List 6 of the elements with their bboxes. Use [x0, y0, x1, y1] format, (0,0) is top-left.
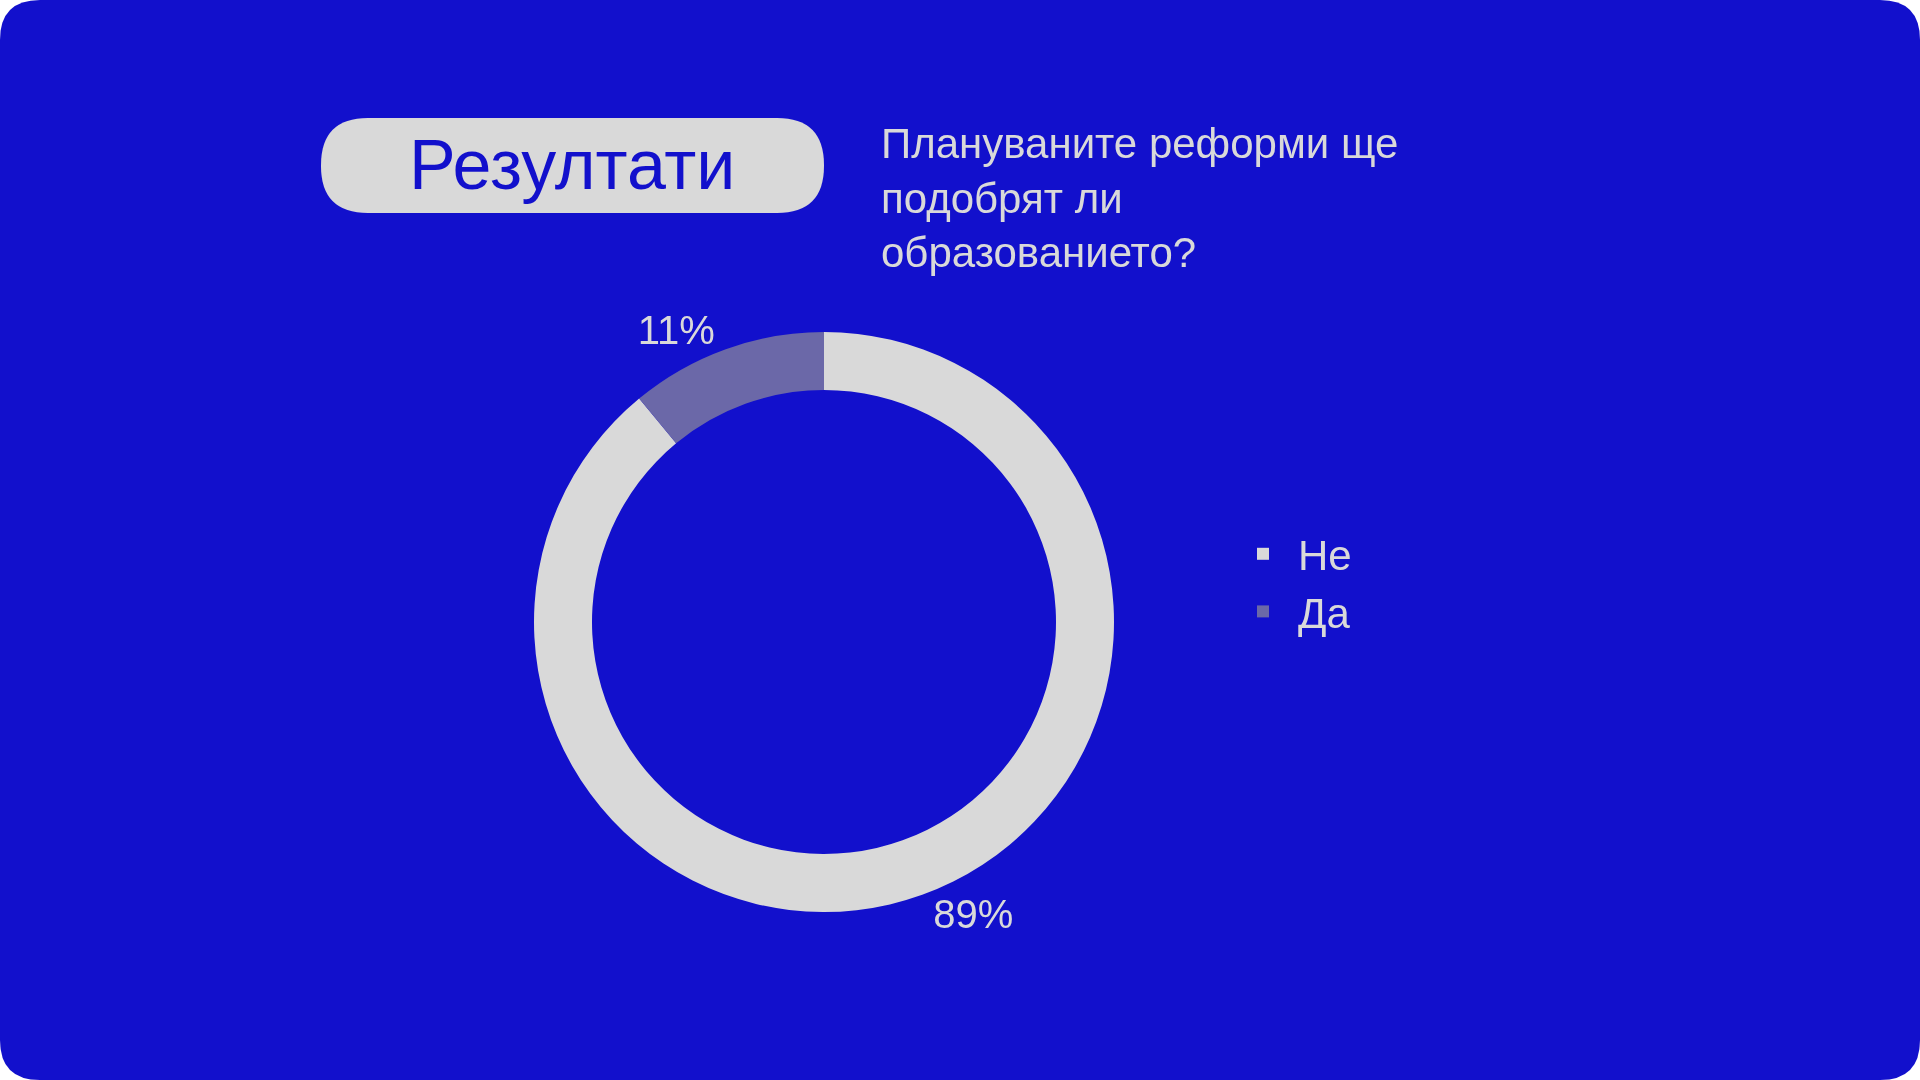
data-label: 89% [933, 892, 1014, 937]
legend-label: Не [1298, 532, 1352, 580]
chart-title: Резултати [409, 126, 736, 204]
legend-label: Да [1298, 589, 1351, 637]
chart-subtitle: Плануваните реформи ще подобрят ли образованието? [881, 120, 1399, 277]
data-label: 11% [637, 307, 715, 352]
